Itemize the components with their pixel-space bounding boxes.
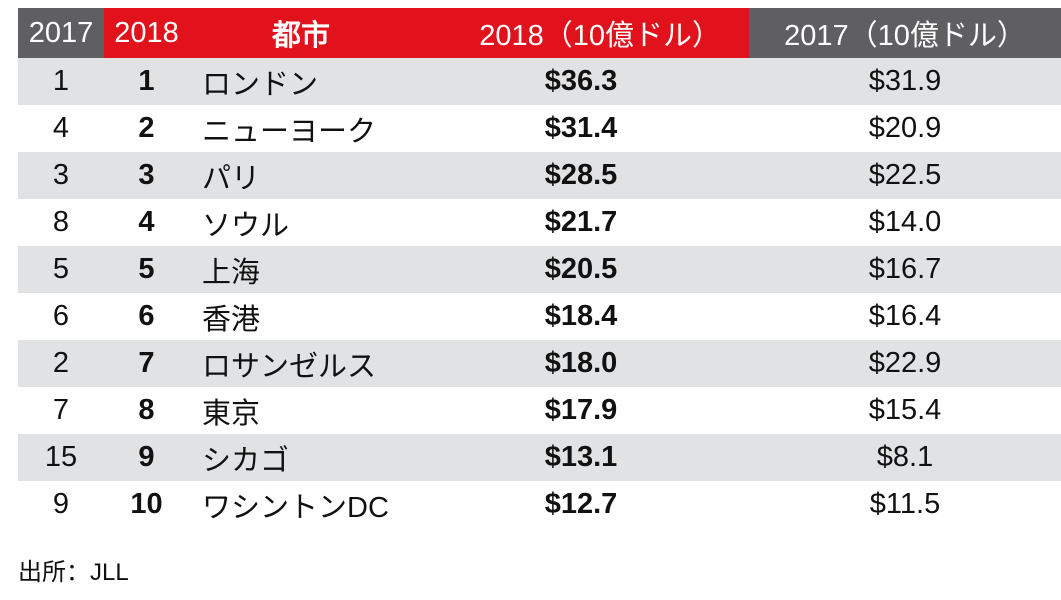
cell-rank-2018: 10: [130, 488, 163, 520]
cell-value-2017: $16.7: [868, 253, 942, 285]
cell-value-2018: $17.9: [544, 394, 618, 426]
cell-value-2017: $15.4: [868, 394, 942, 426]
cell-city: 東京: [202, 397, 261, 430]
cell-rank-2018: 1: [138, 65, 155, 97]
cell-value-2017: $16.4: [868, 300, 942, 332]
table-row: 9 10 ワシントンDC $12.7 $11.5: [18, 481, 1061, 528]
header-rank-2017: 2017: [18, 8, 104, 58]
source-note: 出所：JLL: [18, 559, 129, 586]
cell-rank-2017: 2: [52, 347, 70, 379]
cell-rank-2017: 9: [52, 488, 70, 520]
cell-rank-2017: 7: [52, 394, 70, 426]
cell-city: ニューヨーク: [202, 115, 377, 148]
table-row: 1 1 ロンドン $36.3 $31.9: [18, 58, 1061, 105]
cell-value-2018: $21.7: [544, 206, 618, 238]
cell-value-2018: $28.5: [544, 159, 618, 191]
cell-city: 上海: [202, 256, 261, 289]
cell-value-2018: $12.7: [544, 488, 618, 520]
cell-rank-2018: 2: [138, 112, 155, 144]
cell-rank-2017: 1: [52, 65, 70, 97]
cell-value-2017: $22.9: [868, 347, 942, 379]
cell-city: ワシントンDC: [202, 491, 389, 524]
table-row: 15 9 シカゴ $13.1 $8.1: [18, 434, 1061, 481]
table-row: 2 7 ロサンゼルス $18.0 $22.9: [18, 340, 1061, 387]
table-row: 4 2 ニューヨーク $31.4 $20.9: [18, 105, 1061, 152]
cell-value-2018: $20.5: [544, 253, 618, 285]
cell-city: パリ: [202, 162, 261, 195]
cell-city: ソウル: [202, 209, 290, 242]
table-row: 7 8 東京 $17.9 $15.4: [18, 387, 1061, 434]
header-value-2017: 2017（10億ドル）: [749, 8, 1061, 58]
cell-value-2018: $13.1: [544, 441, 618, 473]
table-row: 6 6 香港 $18.4 $16.4: [18, 293, 1061, 340]
table-row: 8 4 ソウル $21.7 $14.0: [18, 199, 1061, 246]
cell-rank-2018: 9: [138, 441, 155, 473]
cell-value-2017: $22.5: [868, 159, 942, 191]
cell-city: 香港: [202, 303, 261, 336]
ranking-table: 2017 2018 都市 2018（10億ドル） 2017（10億ドル） 1 1 ロ…: [18, 8, 1061, 528]
cell-value-2017: $31.9: [868, 65, 942, 97]
cell-rank-2018: 3: [138, 159, 155, 191]
cell-value-2017: $8.1: [876, 441, 934, 473]
header-value-2018: 2018（10億ドル）: [413, 8, 749, 58]
cell-city: ロンドン: [202, 68, 319, 101]
cell-rank-2018: 8: [138, 394, 155, 426]
cell-value-2018: $36.3: [544, 65, 618, 97]
cell-value-2018: $18.0: [544, 347, 618, 379]
table-body: 1 1 ロンドン $36.3 $31.9 4 2 ニューヨーク $31.4 $20.9 3 3 パリ $2…: [18, 58, 1061, 528]
cell-rank-2017: 5: [52, 253, 70, 285]
cell-rank-2018: 6: [138, 300, 155, 332]
cell-value-2017: $20.9: [868, 112, 942, 144]
cell-rank-2017: 6: [52, 300, 70, 332]
cell-rank-2018: 5: [138, 253, 155, 285]
cell-rank-2017: 3: [52, 159, 70, 191]
cell-rank-2017: 15: [44, 441, 78, 473]
cell-rank-2018: 7: [138, 347, 155, 379]
header-city: 都市: [189, 8, 413, 58]
header-rank-2018: 2018: [104, 8, 189, 58]
table-row: 3 3 パリ $28.5 $22.5: [18, 152, 1061, 199]
cell-value-2017: $14.0: [868, 206, 942, 238]
cell-value-2017: $11.5: [869, 488, 941, 520]
cell-value-2018: $18.4: [544, 300, 618, 332]
cell-rank-2017: 4: [52, 112, 70, 144]
cell-city: ロサンゼルス: [202, 350, 377, 383]
cell-value-2018: $31.4: [544, 112, 618, 144]
cell-city: シカゴ: [202, 444, 290, 477]
cell-rank-2018: 4: [138, 206, 155, 238]
table-header: 2017 2018 都市 2018（10億ドル） 2017（10億ドル）: [18, 8, 1061, 58]
table-row: 5 5 上海 $20.5 $16.7: [18, 246, 1061, 293]
cell-rank-2017: 8: [52, 206, 70, 238]
